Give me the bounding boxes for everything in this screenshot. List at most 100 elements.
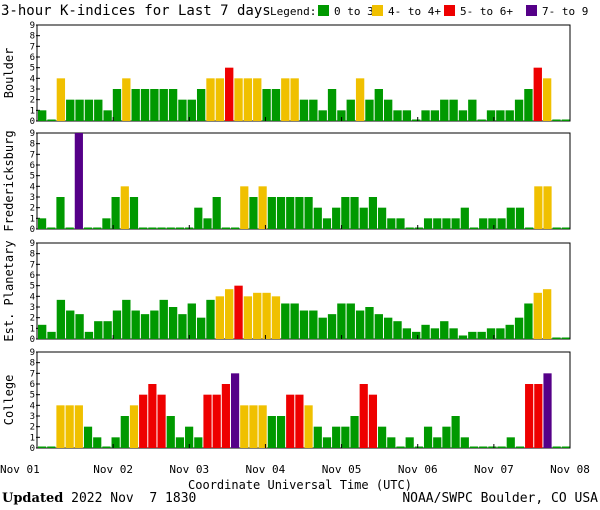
bar xyxy=(524,89,533,121)
bar xyxy=(131,310,140,339)
bar xyxy=(299,310,309,339)
bar xyxy=(561,119,570,121)
bar xyxy=(38,324,47,339)
bar xyxy=(56,405,65,448)
bar xyxy=(74,405,83,448)
bar xyxy=(276,197,286,229)
bar xyxy=(112,89,122,121)
bar xyxy=(304,197,313,229)
bar xyxy=(150,89,159,121)
y-tick-label: 6 xyxy=(30,271,35,281)
y-tick-label: 5 xyxy=(30,172,35,182)
bar xyxy=(383,317,393,339)
bar xyxy=(332,207,341,229)
bar xyxy=(47,119,56,121)
bar xyxy=(112,310,122,339)
bar xyxy=(433,437,442,448)
bar xyxy=(140,89,150,121)
bar xyxy=(542,289,552,339)
bar xyxy=(175,437,185,448)
bar xyxy=(75,99,84,121)
bar xyxy=(281,303,290,339)
bar xyxy=(414,227,423,229)
bar xyxy=(253,292,262,339)
y-tick-label: 0 xyxy=(30,117,35,127)
y-tick-label: 3 xyxy=(30,193,35,203)
bar xyxy=(368,394,378,448)
y-tick-label: 8 xyxy=(30,359,35,369)
bar xyxy=(148,384,157,448)
bar xyxy=(299,99,309,121)
bar xyxy=(561,446,570,448)
bar xyxy=(221,384,230,448)
bar xyxy=(534,186,543,229)
bar xyxy=(225,67,234,121)
bar xyxy=(332,426,341,448)
bar xyxy=(47,227,56,229)
bar xyxy=(122,78,131,121)
bar xyxy=(309,310,318,339)
bar xyxy=(479,218,488,229)
bar xyxy=(234,78,243,121)
bar xyxy=(286,197,295,229)
panels: 0123456789Boulder0123456789Fredericksbur… xyxy=(2,21,571,454)
bar xyxy=(267,416,276,448)
bar xyxy=(393,110,402,121)
bar xyxy=(295,197,304,229)
bar xyxy=(412,331,421,339)
bar xyxy=(469,227,479,229)
bar xyxy=(240,186,249,229)
bar xyxy=(505,110,514,121)
bar xyxy=(322,218,332,229)
bar xyxy=(66,310,75,339)
x-tick-label: Nov 07 xyxy=(474,463,514,476)
bar xyxy=(166,416,175,448)
y-tick-label: 9 xyxy=(30,21,35,31)
bar xyxy=(111,197,120,229)
bar xyxy=(258,186,267,229)
bar xyxy=(271,296,281,339)
bar xyxy=(148,227,157,229)
bar xyxy=(423,218,433,229)
bar xyxy=(295,394,304,448)
bar xyxy=(240,405,249,448)
bar xyxy=(365,307,374,339)
bar xyxy=(460,207,469,229)
x-tick-label: Nov 02 xyxy=(93,463,133,476)
chart-title: 3-hour K-indices for Last 7 days xyxy=(1,3,271,19)
y-tick-label: 8 xyxy=(30,32,35,42)
bar xyxy=(451,416,460,448)
bar xyxy=(221,227,230,229)
bar xyxy=(84,99,94,121)
bar xyxy=(449,328,458,339)
bar xyxy=(451,218,460,229)
bar xyxy=(111,437,120,448)
bar xyxy=(322,437,332,448)
footer-source: NOAA/SWPC Boulder, CO USA xyxy=(402,491,598,506)
bar xyxy=(150,310,159,339)
bar xyxy=(93,437,102,448)
bar xyxy=(38,110,47,121)
bar xyxy=(440,321,449,339)
x-tick-label: Nov 06 xyxy=(398,463,438,476)
bar xyxy=(552,446,561,448)
bar xyxy=(93,227,102,229)
bar xyxy=(341,197,350,229)
bar xyxy=(304,405,313,448)
bar xyxy=(309,99,318,121)
bar xyxy=(542,78,552,121)
bar xyxy=(477,119,486,121)
bar xyxy=(552,227,561,229)
y-tick-label: 2 xyxy=(30,204,35,214)
bar xyxy=(212,197,221,229)
bar xyxy=(365,99,374,121)
bar xyxy=(286,394,295,448)
y-tick-label: 9 xyxy=(30,129,35,139)
bar xyxy=(442,426,451,448)
panel-label: Boulder xyxy=(2,48,16,99)
bar xyxy=(103,110,112,121)
bar xyxy=(488,218,497,229)
bar xyxy=(460,437,469,448)
